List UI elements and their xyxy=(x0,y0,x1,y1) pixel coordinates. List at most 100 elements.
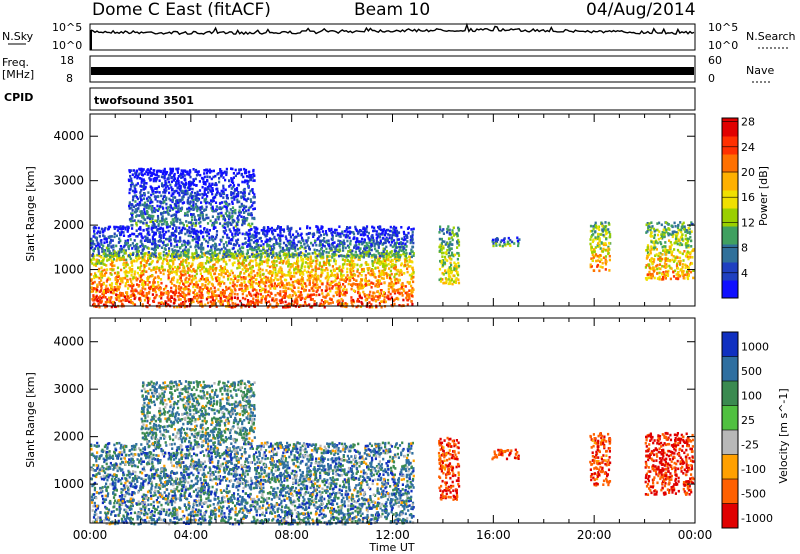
power-cell xyxy=(196,292,199,295)
power-cell xyxy=(328,254,331,258)
power-cell xyxy=(107,289,110,292)
power-cell xyxy=(372,229,375,233)
power-cell xyxy=(397,255,400,258)
power-cell xyxy=(373,226,376,230)
power-cell xyxy=(398,304,401,307)
power-cell xyxy=(273,282,276,285)
power-cell xyxy=(188,202,191,206)
power-cell xyxy=(278,261,281,264)
power-cell xyxy=(138,284,141,287)
power-cell xyxy=(209,189,212,193)
power-cell xyxy=(142,244,145,248)
power-cell xyxy=(213,302,216,306)
power-cell xyxy=(124,249,127,252)
power-cell xyxy=(91,252,95,256)
power-cell xyxy=(222,187,225,190)
power-cell xyxy=(215,277,218,280)
power-cell xyxy=(251,217,254,220)
power-cell xyxy=(302,273,305,276)
power-cell xyxy=(200,205,204,209)
nsearch-tick-high: 10^5 xyxy=(708,21,738,34)
power-cell xyxy=(172,251,175,254)
power-cell xyxy=(394,265,397,269)
power-cell xyxy=(379,239,382,242)
power-cell xyxy=(381,260,384,263)
power-cell xyxy=(143,208,146,211)
power-cell xyxy=(382,255,385,258)
power-cell xyxy=(248,232,251,235)
power-cell xyxy=(99,260,103,264)
power-cell xyxy=(362,268,365,271)
power-cell xyxy=(217,288,220,291)
power-cell xyxy=(250,279,253,282)
power-cell xyxy=(172,276,175,279)
power-cell xyxy=(365,251,369,254)
power-cell xyxy=(191,218,194,222)
power-cell xyxy=(332,245,335,249)
power-cell xyxy=(408,258,411,262)
power-cell xyxy=(359,296,362,299)
power-cell xyxy=(280,298,283,302)
power-cell xyxy=(338,225,341,228)
power-cell xyxy=(318,231,321,234)
power-cell xyxy=(158,256,161,259)
power-cell xyxy=(220,214,223,218)
power-cell xyxy=(388,253,391,256)
power-cell xyxy=(225,248,228,252)
power-cell xyxy=(135,254,138,258)
power-cell xyxy=(153,251,157,254)
power-cell xyxy=(258,272,261,276)
power-cell xyxy=(157,276,160,280)
power-cell xyxy=(188,269,192,272)
power-cell xyxy=(103,272,107,276)
power-cell xyxy=(198,290,201,293)
power-cell xyxy=(242,303,245,307)
power-cell xyxy=(107,227,110,231)
power-cell xyxy=(346,235,349,239)
power-cell xyxy=(342,249,345,252)
power-cell xyxy=(351,254,354,258)
power-cell xyxy=(350,259,353,263)
power-cell xyxy=(109,297,112,300)
power-cell xyxy=(292,247,295,250)
power-cell xyxy=(337,285,340,288)
power-cell xyxy=(393,242,396,245)
power-cell xyxy=(238,228,241,232)
power-cell xyxy=(410,255,413,259)
power-cell xyxy=(180,305,183,308)
power-cell xyxy=(223,282,226,285)
power-cell xyxy=(255,248,258,252)
power-cell xyxy=(154,179,158,183)
power-cell xyxy=(308,226,312,230)
power-cell xyxy=(237,211,241,214)
power-cell xyxy=(238,256,242,260)
power-cell xyxy=(218,202,222,205)
power-cell xyxy=(304,296,308,300)
power-cell xyxy=(397,268,400,272)
power-cell xyxy=(177,175,180,178)
power-cell xyxy=(314,252,317,256)
power-cell xyxy=(252,269,255,273)
nave-tick-low: 0 xyxy=(708,72,715,85)
power-cell xyxy=(253,234,256,237)
power-cell xyxy=(365,225,369,228)
power-cell xyxy=(234,232,237,236)
power-cell xyxy=(166,210,169,214)
power-cell xyxy=(221,303,224,306)
power-cell xyxy=(396,291,400,294)
power-cell xyxy=(251,265,254,269)
power-cell xyxy=(295,253,298,257)
power-cell xyxy=(244,269,247,273)
power-cell xyxy=(188,229,191,232)
power-cell xyxy=(297,286,300,290)
power-cell xyxy=(93,247,96,250)
power-cell xyxy=(222,217,225,221)
power-cell xyxy=(110,259,113,263)
power-cell xyxy=(111,261,114,265)
power-cell xyxy=(237,262,240,266)
power-cell xyxy=(225,255,228,258)
power-cell xyxy=(307,236,310,239)
power-cell xyxy=(262,252,265,255)
power-cell xyxy=(398,287,401,291)
power-cell xyxy=(398,278,401,282)
